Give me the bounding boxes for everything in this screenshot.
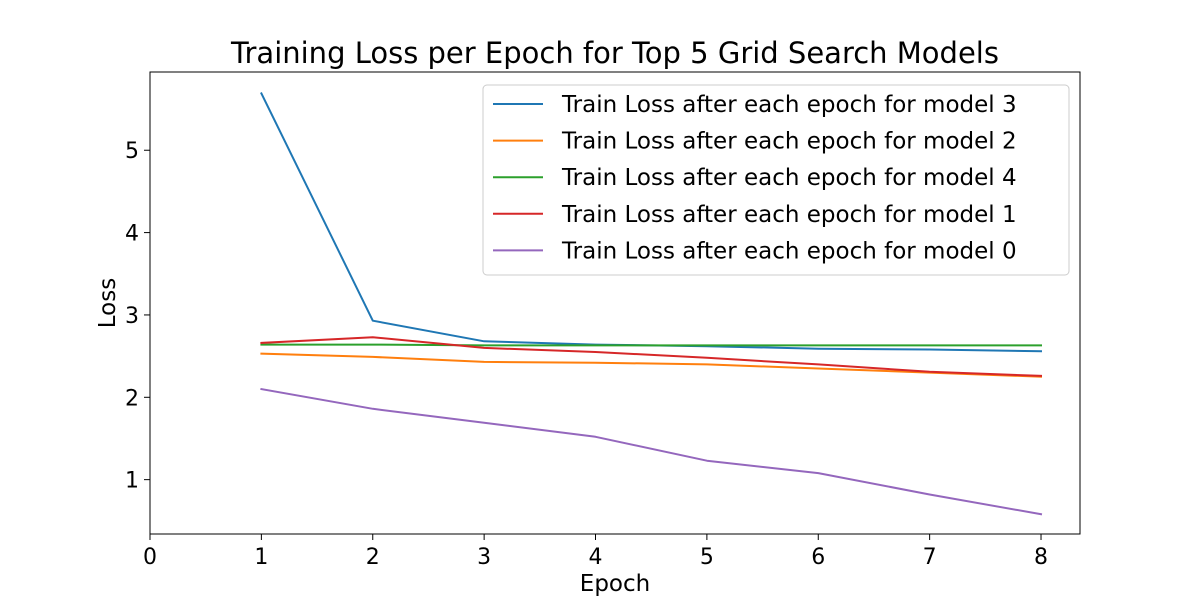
x-axis-label: Epoch — [580, 571, 650, 597]
x-tick-label: 1 — [254, 545, 268, 570]
x-tick-label: 4 — [589, 545, 603, 570]
y-axis-label: Loss — [95, 278, 121, 328]
legend-label-3: Train Loss after each epoch for model 1 — [561, 202, 1017, 228]
x-tick-label: 5 — [700, 545, 714, 570]
legend: Train Loss after each epoch for model 3 T… — [482, 84, 1070, 276]
y-tick-label: 2 — [125, 386, 139, 411]
series-line-1 — [260, 352, 1043, 378]
plot-area-group: 0 1 2 3 4 5 6 7 8 1 2 3 4 5 — [125, 71, 1081, 570]
legend-label-1: Train Loss after each epoch for model 2 — [561, 129, 1017, 155]
chart-title: Training Loss per Epoch for Top 5 Grid S… — [230, 36, 999, 70]
legend-label-0: Train Loss after each epoch for model 3 — [561, 92, 1017, 118]
series-line-2 — [260, 343, 1042, 347]
x-tick-label: 2 — [366, 545, 380, 570]
legend-label-2: Train Loss after each epoch for model 4 — [561, 165, 1017, 191]
legend-box — [482, 84, 1070, 276]
y-tick-label: 4 — [125, 222, 139, 247]
x-tick-label: 0 — [143, 545, 157, 570]
y-tick-label: 3 — [125, 304, 139, 329]
y-tick-label: 5 — [125, 139, 139, 164]
plot-frame — [149, 71, 1081, 535]
series-line-3 — [260, 336, 1043, 377]
x-tick-label: 8 — [1034, 545, 1048, 570]
legend-label-4: Train Loss after each epoch for model 0 — [561, 238, 1017, 264]
series-line-4 — [260, 387, 1043, 516]
x-tick-label: 7 — [923, 545, 937, 570]
x-tick-label: 3 — [477, 545, 491, 570]
y-tick-label: 1 — [125, 469, 139, 494]
x-tick-label: 6 — [811, 545, 825, 570]
